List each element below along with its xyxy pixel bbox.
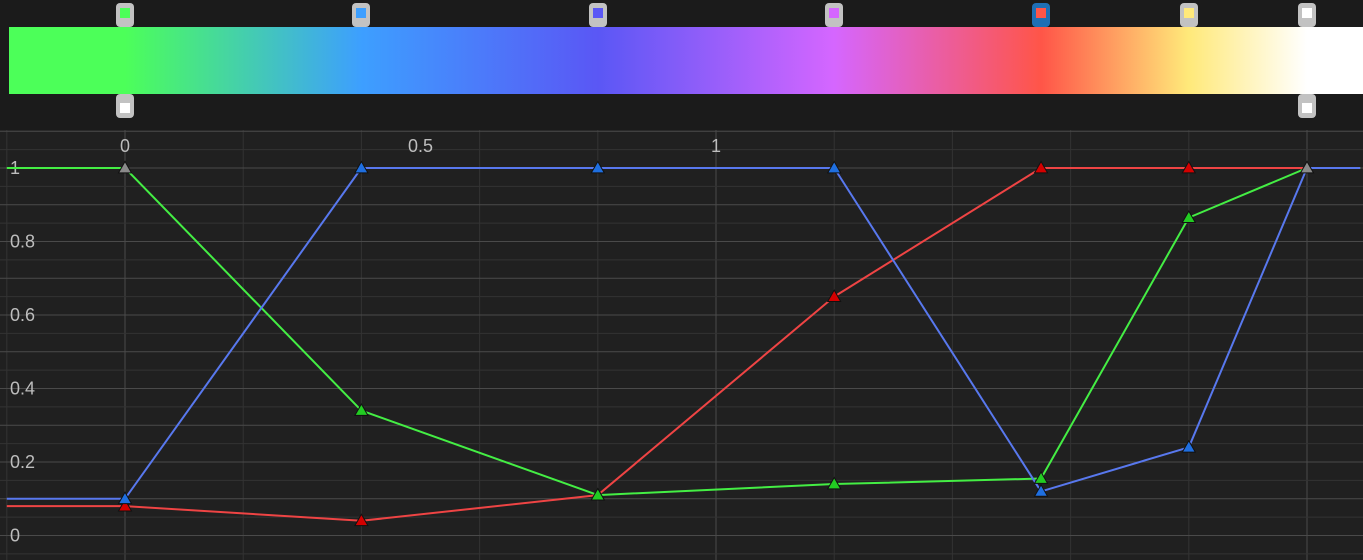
y-tick-label: 0 [10,526,20,546]
color-stop-handle[interactable] [116,3,134,27]
keyframe-marker[interactable] [1299,160,1315,174]
y-tick-label: 0.2 [10,452,35,472]
keyframe-marker[interactable] [826,476,842,490]
keyframe-marker[interactable] [1033,483,1049,497]
keyframe-marker[interactable] [826,160,842,174]
keyframe-marker[interactable] [1033,471,1049,484]
keyframe-marker[interactable] [354,403,369,416]
color-stop-handle-swatch [1302,8,1312,18]
grid [0,130,1363,560]
keyframe-markers [117,160,1315,527]
keyframe-marker[interactable] [1181,439,1197,453]
color-stop-handle[interactable] [1179,3,1198,27]
keyframe-marker[interactable] [1181,160,1197,174]
alpha-stop-handle[interactable] [1298,94,1316,118]
keyframe-marker[interactable] [590,487,606,501]
y-tick-label: 0.4 [10,379,35,399]
color-stop-handle[interactable] [825,3,844,27]
color-stop-handle[interactable] [352,3,371,27]
keyframe-marker[interactable] [1181,210,1197,223]
x-tick-label: 1 [711,136,721,156]
color-stop-handle[interactable] [588,3,607,27]
x-tick-label: 0 [120,136,130,156]
plot-background [0,130,1363,560]
keyframe-marker[interactable] [354,160,369,174]
alpha-stop-handle[interactable] [116,94,134,118]
keyframe-marker[interactable] [117,160,133,174]
gradient-editor [0,0,1363,120]
color-stop-handle-swatch [120,8,130,18]
keyframe-marker[interactable] [590,160,606,174]
keyframe-marker[interactable] [1033,160,1049,174]
keyframe-marker[interactable] [117,491,133,505]
color-stop-handle-swatch [592,8,603,18]
keyframe-marker[interactable] [826,289,842,302]
gradient-preview-bar[interactable] [9,27,1363,94]
curve-editor[interactable]: 0 0.5 110.80.60.40.20 [0,130,1363,560]
alpha-stop-handle-swatch [1302,103,1312,113]
color-stop-handle[interactable] [1032,3,1051,27]
keyframe-marker[interactable] [117,498,133,512]
color-stop-handle[interactable] [1298,3,1316,27]
color-stop-handle-swatch [1036,8,1047,18]
y-tick-label: 0.8 [10,232,35,252]
alpha-stop-handle-swatch [120,103,130,113]
keyframe-marker[interactable] [354,513,369,527]
color-stop-handle-swatch [1183,8,1194,18]
x-tick-label: 0.5 [408,136,433,156]
color-stop-handle-swatch [829,8,840,18]
color-stop-handle-swatch [356,8,367,18]
y-tick-label: 0.6 [10,305,35,325]
